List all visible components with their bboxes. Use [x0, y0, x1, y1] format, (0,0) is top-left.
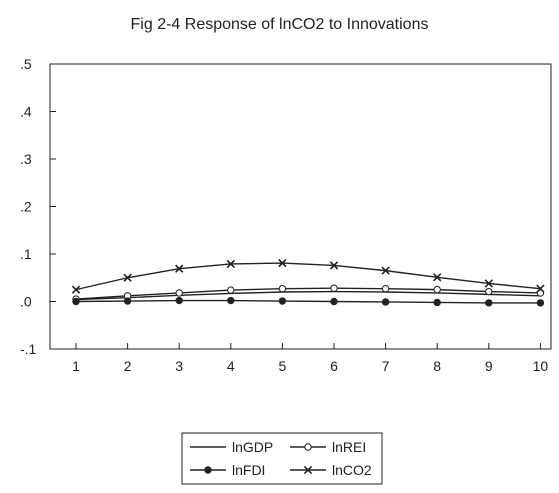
data-point-lnrei: [485, 287, 493, 296]
series-line-lnrei: [75, 287, 541, 300]
x-tick-label: 10: [533, 358, 549, 374]
marker-stroke: [226, 259, 235, 269]
data-point-lnco2: [278, 258, 287, 268]
marker-stroke: [278, 258, 287, 268]
marker-stroke: [484, 279, 493, 288]
data-point-lnrei: [278, 284, 287, 293]
series-line-lngdp: [75, 290, 541, 301]
series-line-lnco2: [75, 262, 541, 291]
y-tick-label: .5: [20, 56, 32, 72]
y-tick-label: .4: [20, 104, 32, 120]
marker-stroke: [381, 266, 390, 275]
data-point-lnco2: [536, 284, 545, 293]
legend-swatch-marker: [303, 465, 313, 475]
data-point-lnrei: [227, 286, 235, 294]
data-point-lnco2: [381, 266, 390, 275]
legend-swatch-marker: [204, 466, 212, 474]
data-point-lnco2: [123, 273, 132, 282]
plot-area-frame: [49, 63, 552, 350]
data-point-lnrei: [433, 285, 441, 294]
marker-stroke: [303, 465, 313, 475]
legend-item-lnco2: lnCO2: [290, 462, 372, 478]
data-point-lnco2: [433, 273, 442, 282]
y-tick-label: -.1: [20, 341, 37, 357]
data-point-lnfdi: [433, 298, 441, 307]
marker-stroke: [536, 284, 545, 293]
y-tick-label: .1: [20, 246, 32, 262]
data-point-lnco2: [226, 259, 235, 269]
y-tick-label: .0: [20, 294, 32, 310]
x-tick-label: 1: [72, 358, 80, 374]
marker-stroke: [433, 273, 442, 282]
x-tick-label: 4: [227, 358, 235, 374]
x-tick-label: 3: [175, 358, 183, 374]
x-tick-label: 9: [485, 358, 493, 374]
legend-label: lnGDP: [232, 439, 273, 455]
data-point-lnco2: [175, 264, 184, 273]
data-point-lnco2: [329, 261, 339, 270]
data-point-lnrei: [381, 284, 390, 293]
data-point-lnfdi: [72, 297, 80, 306]
y-tick-label: .2: [20, 199, 32, 215]
legend-box: [181, 432, 383, 485]
legend-label: lnREI: [332, 439, 366, 455]
chart-title: Fig 2-4 Response of lnCO2 to Innovations: [130, 16, 429, 33]
x-tick-label: 2: [124, 358, 132, 374]
data-point-lnrei: [175, 289, 183, 297]
legend-item-lnfdi: lnFDI: [190, 462, 265, 478]
legend-label: lnFDI: [232, 462, 265, 478]
data-point-lnfdi: [381, 298, 390, 306]
series-line-lnfdi: [75, 299, 541, 304]
data-point-lnfdi: [278, 297, 287, 305]
marker-stroke: [71, 285, 81, 294]
data-point-lnfdi: [123, 297, 132, 305]
legend-item-lngdp: lnGDP: [190, 439, 273, 455]
data-point-lnfdi: [536, 299, 545, 307]
marker-stroke: [123, 273, 132, 282]
x-tick-label: 8: [433, 358, 441, 374]
x-tick-label: 5: [279, 358, 287, 374]
data-point-lnfdi: [330, 297, 338, 306]
data-point-lnco2: [484, 279, 493, 288]
series-lnrei: [72, 284, 545, 303]
x-tick-label: 7: [382, 358, 390, 374]
data-point-lnco2: [71, 285, 81, 294]
marker-stroke: [175, 264, 184, 273]
legend-item-lnrei: lnREI: [290, 439, 366, 455]
data-point-lnfdi: [175, 296, 183, 305]
series-lngdp: [75, 290, 541, 301]
data-point-lnfdi: [485, 299, 493, 307]
legend-swatch-marker: [304, 443, 312, 451]
legend-label: lnCO2: [332, 462, 372, 478]
marker-stroke: [329, 261, 339, 270]
data-point-lnrei: [330, 284, 338, 292]
y-tick-label: .3: [20, 151, 32, 167]
x-tick-label: 6: [330, 358, 338, 374]
data-point-lnfdi: [227, 296, 235, 305]
series-lnco2: [71, 258, 545, 294]
series-lnfdi: [72, 296, 545, 307]
